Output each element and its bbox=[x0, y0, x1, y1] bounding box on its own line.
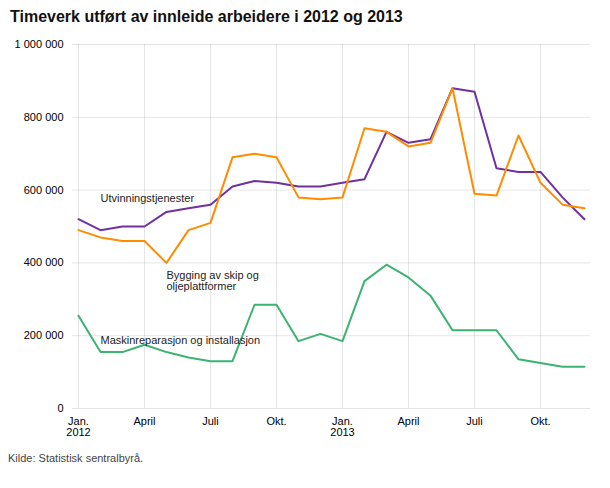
html-text:Kilde: Statistisk sentralbyrå.: Kilde: Statistisk sentralbyrå. bbox=[8, 452, 144, 464]
svg-text:Juli: Juli bbox=[202, 415, 219, 427]
svg-text:Jan.2012: Jan.2012 bbox=[66, 415, 90, 438]
svg-text:Juli: Juli bbox=[466, 415, 483, 427]
svg-text:0: 0 bbox=[57, 402, 63, 414]
svg-text:April: April bbox=[397, 415, 419, 427]
svg-text:1 000 000: 1 000 000 bbox=[15, 38, 64, 50]
svg-text:April: April bbox=[133, 415, 155, 427]
svg-text:400 000: 400 000 bbox=[24, 256, 64, 268]
svg-text:800 000: 800 000 bbox=[24, 111, 64, 123]
svg-text:200 000: 200 000 bbox=[24, 329, 64, 341]
svg-text:Okt.: Okt. bbox=[266, 415, 286, 427]
svg-text:Okt.: Okt. bbox=[530, 415, 550, 427]
svg-text:Utvinningstjenester: Utvinningstjenester bbox=[101, 192, 195, 204]
html-text:Timeverk utført av innleide ar: Timeverk utført av innleide arbeidere i … bbox=[10, 8, 403, 25]
svg-text:Bygging av skip ogoljeplattfor: Bygging av skip ogoljeplattformer bbox=[167, 269, 259, 292]
svg-text:600 000: 600 000 bbox=[24, 184, 64, 196]
svg-text:Jan.2013: Jan.2013 bbox=[330, 415, 354, 438]
svg-text:Maskinreparasjon og installasj: Maskinreparasjon og installasjon bbox=[101, 334, 261, 346]
